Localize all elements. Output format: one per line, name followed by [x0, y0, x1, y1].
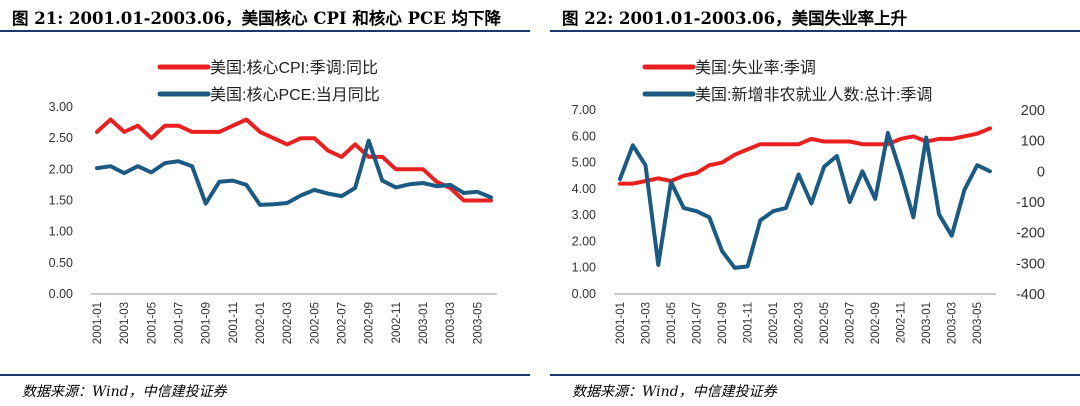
series-line-1	[95, 138, 493, 207]
chart-title: 图 21: 2001.01-2003.06，美国核心 CPI 和核心 PCE 均…	[12, 9, 501, 28]
y-tick-label: 7.00	[572, 103, 596, 117]
x-tick-label: 2002-01	[255, 302, 267, 344]
x-tick-label: 2003-05	[972, 302, 984, 344]
x-tick-label: 2002-03	[794, 302, 806, 344]
y-tick-label: 3.00	[49, 100, 73, 114]
x-tick-label: 2001-05	[666, 302, 678, 344]
x-tick-label: 2003-01	[921, 302, 933, 344]
y-tick-label: 2.50	[49, 131, 73, 145]
y-tick-label: 0.00	[572, 287, 596, 301]
y2-tick-label: -400	[1016, 287, 1045, 303]
y-tick-label: 1.00	[49, 225, 73, 239]
y-tick-label: 1.50	[49, 194, 73, 208]
y-tick-label: 3.00	[572, 208, 596, 222]
title-rule	[0, 30, 530, 32]
x-tick-label: 2003-01	[418, 302, 430, 344]
legend-label-0: 美国:核心CPI:季调:同比	[210, 59, 378, 77]
x-tick-label: 2002-05	[819, 302, 831, 344]
x-tick-label: 2002-03	[282, 302, 294, 344]
x-tick-label: 2002-07	[845, 302, 857, 344]
core-inflation-chart: 0.00 0.50 1.00 1.50 2.00 2.50 3.00 2001-01 2001-…	[49, 59, 497, 344]
legend-label-1: 美国:新增非农就业人数:总计:季调	[695, 86, 932, 104]
x-tick-label: 2001-11	[228, 302, 240, 343]
panel-right: 图 22: 2001.01-2003.06，美国失业率上升 0.00 1.00 2.…	[550, 0, 1080, 406]
y2-tick-label: -300	[1016, 256, 1045, 272]
y-tick-label: 2.00	[49, 162, 73, 176]
legend-label-0: 美国:失业率:季调	[695, 59, 816, 77]
x-tick-label: 2001-07	[692, 302, 704, 344]
x-tick-label: 2002-01	[768, 302, 780, 344]
unemployment-chart: 0.00 1.00 2.00 3.00 4.00 5.00 6.00 7.00 -400 -300…	[572, 59, 1045, 344]
x-tick-label: 2001-01	[92, 302, 104, 344]
y-tick-label: 2.00	[572, 234, 596, 248]
source-note: 数据来源：Wind，中信建投证券	[22, 384, 227, 400]
y-tick-label: 0.00	[49, 287, 73, 301]
source-note: 数据来源：Wind，中信建投证券	[572, 384, 777, 400]
source-rule	[0, 374, 530, 376]
x-tick-label: 2002-05	[309, 302, 321, 344]
x-tick-label: 2001-07	[174, 302, 186, 344]
x-tick-label: 2001-09	[201, 302, 213, 344]
x-tick-label: 2002-11	[391, 302, 403, 343]
x-tick-label: 2001-05	[146, 302, 158, 344]
x-tick-label: 2002-07	[337, 302, 349, 344]
source-rule	[550, 374, 1080, 376]
y2-tick-label: -100	[1016, 195, 1045, 211]
panel-left: 图 21: 2001.01-2003.06，美国核心 CPI 和核心 PCE 均…	[0, 0, 530, 406]
y-tick-label: 4.00	[572, 182, 596, 196]
legend-label-1: 美国:核心PCE:当月同比	[210, 86, 380, 104]
y-tick-label: 0.50	[49, 256, 73, 270]
x-tick-label: 2001-03	[641, 302, 653, 344]
x-tick-label: 2002-11	[896, 302, 908, 343]
x-tick-label: 2002-09	[870, 302, 882, 344]
x-tick-label: 2001-11	[743, 302, 755, 343]
y2-tick-label: 100	[1021, 134, 1045, 150]
x-tick-label: 2003-03	[445, 302, 457, 344]
x-tick-label: 2001-01	[615, 302, 627, 344]
y-tick-label: 5.00	[572, 156, 596, 170]
series-line-1	[618, 131, 992, 270]
x-tick-label: 2003-03	[947, 302, 959, 344]
x-tick-label: 2003-05	[472, 302, 484, 344]
series-line-0	[95, 117, 493, 203]
y2-tick-label: 0	[1037, 164, 1045, 180]
chart-title: 图 22: 2001.01-2003.06，美国失业率上升	[562, 9, 908, 28]
y-tick-label: 1.00	[572, 261, 596, 275]
title-rule	[550, 30, 1080, 32]
x-tick-label: 2001-09	[717, 302, 729, 344]
x-tick-label: 2002-09	[364, 302, 376, 344]
x-tick-label: 2001-03	[119, 302, 131, 344]
y-tick-label: 6.00	[572, 129, 596, 143]
y2-tick-label: -200	[1016, 226, 1045, 242]
y2-tick-label: 200	[1021, 103, 1045, 119]
